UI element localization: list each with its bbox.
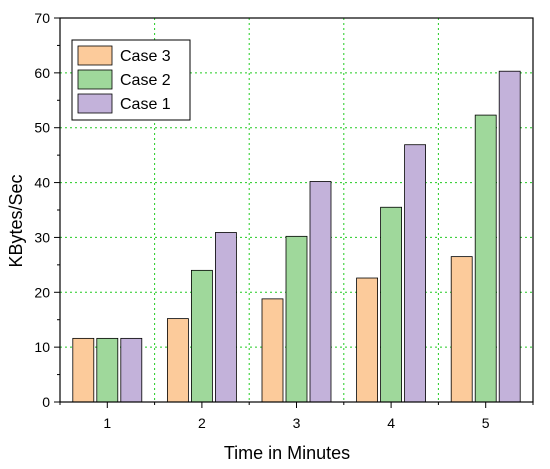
bar: [190, 269, 213, 403]
tick-labels: 0 10 20 30 40 50 60 70 1 2 3 4 5: [34, 10, 489, 431]
axes: [54, 17, 534, 408]
legend-swatch: [77, 93, 113, 114]
x-tick-label: 3: [293, 415, 301, 431]
legend-label: Case 1: [120, 96, 171, 113]
bar: [450, 256, 473, 403]
bar: [214, 232, 237, 403]
y-tick-label: 40: [34, 175, 50, 191]
bar: [309, 181, 332, 403]
x-tick-label: 4: [387, 415, 395, 431]
legend-label: Case 3: [120, 48, 171, 65]
bar: [261, 298, 284, 403]
bar: [72, 337, 95, 403]
bar: [474, 114, 497, 403]
y-tick-label: 10: [34, 339, 50, 355]
legend-swatch: [77, 45, 113, 66]
y-tick-label: 60: [34, 65, 50, 81]
x-tick-label: 1: [103, 415, 111, 431]
x-tick-label: 5: [482, 415, 490, 431]
legend-label: Case 2: [120, 72, 171, 89]
bar: [120, 337, 143, 403]
y-tick-label: 0: [42, 394, 50, 410]
bars: [72, 70, 521, 403]
y-tick-label: 70: [34, 10, 50, 26]
y-tick-label: 20: [34, 284, 50, 300]
legend: Case 3 Case 2 Case 1: [71, 39, 191, 121]
x-axis-title: Time in Minutes: [224, 443, 350, 463]
y-tick-label: 50: [34, 120, 50, 136]
bar: [356, 277, 379, 403]
bar: [404, 144, 427, 403]
bar: [285, 235, 308, 403]
bar: [166, 318, 189, 403]
bar: [96, 337, 119, 403]
y-tick-label: 30: [34, 229, 50, 245]
bar: [498, 70, 521, 403]
legend-swatch: [77, 69, 113, 90]
bar: [380, 206, 403, 403]
x-tick-label: 2: [198, 415, 206, 431]
y-axis-title: KBytes/Sec: [6, 174, 26, 267]
